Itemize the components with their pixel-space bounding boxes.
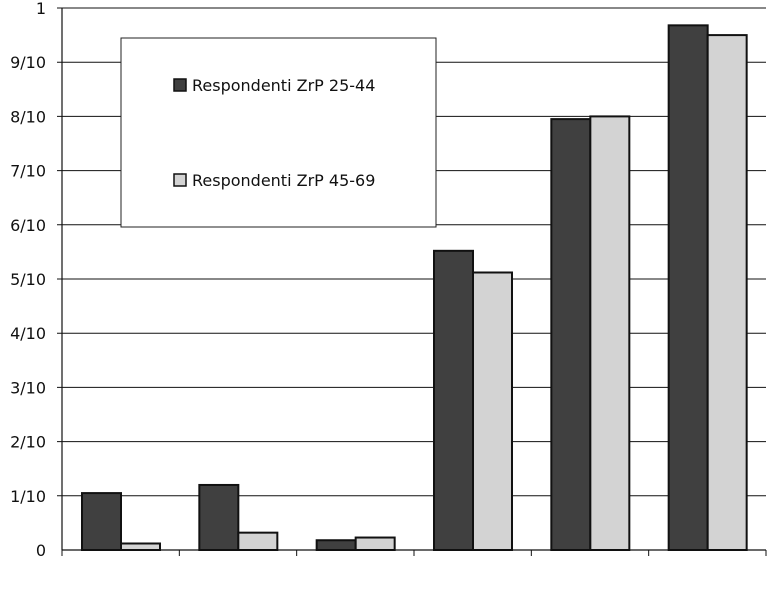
bar-series-1 [81, 492, 122, 551]
legend: Respondenti ZrP 25-44 Respondenti ZrP 45… [120, 37, 437, 228]
legend-swatch-series-1 [173, 78, 187, 92]
y-tick-label: 7/10 [10, 162, 46, 181]
y-tick-label: 2/10 [10, 433, 46, 452]
bar-series-2 [354, 536, 396, 551]
y-tick-label: 8/10 [10, 107, 46, 126]
y-tick-label: 1 [36, 0, 46, 18]
y-tick-label: 5/10 [10, 270, 46, 289]
legend-label-series-1: Respondenti ZrP 25-44 [192, 76, 375, 95]
y-tick-label: 1/10 [10, 487, 46, 506]
y-tick-label: 9/10 [10, 53, 46, 72]
y-tick-label: 6/10 [10, 216, 46, 235]
bar-series-1 [433, 249, 474, 551]
bars [81, 24, 748, 552]
bar-series-1 [198, 483, 240, 551]
bar-series-2 [120, 542, 161, 551]
bar-series-2 [589, 115, 631, 552]
bar-series-2 [237, 531, 279, 552]
bar-series-1 [550, 118, 592, 552]
bar-series-2 [706, 34, 748, 552]
y-tick-label: 3/10 [10, 378, 46, 397]
y-tick-label: 0 [36, 541, 46, 560]
y-tick-labels: 0 1/10 2/10 3/10 4/10 5/10 6/10 7/10 8/10 9/10 1 [10, 0, 46, 560]
y-tick-label: 4/10 [10, 324, 46, 343]
bar-series-1 [315, 539, 357, 552]
legend-box [120, 37, 437, 228]
legend-swatch-series-2 [173, 173, 187, 187]
legend-label-series-2: Respondenti ZrP 45-69 [192, 171, 375, 190]
bar-series-1 [667, 24, 709, 552]
axes [61, 7, 767, 556]
bar-series-2 [472, 271, 513, 551]
